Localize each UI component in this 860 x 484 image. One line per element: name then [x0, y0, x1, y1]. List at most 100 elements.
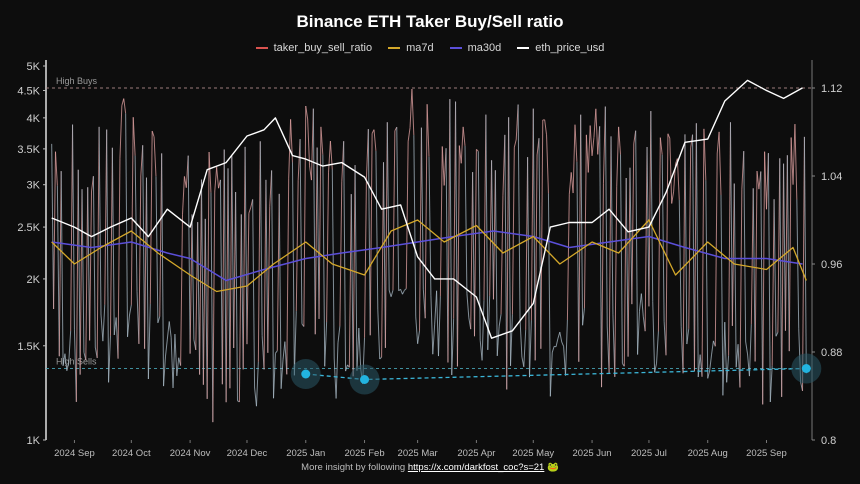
ratio-segment	[726, 355, 730, 383]
ratio-segment	[566, 194, 570, 321]
ratio-segment	[210, 192, 214, 423]
ratio-segment	[510, 314, 513, 366]
ratio-segment	[369, 133, 373, 336]
ratio-segment	[60, 171, 64, 366]
ratio-segment	[430, 295, 434, 355]
ratio-segment	[709, 354, 713, 372]
ratio-segment	[445, 148, 449, 363]
ratio-segment	[764, 151, 767, 210]
ratio-segment	[559, 331, 563, 343]
ratio-segment	[384, 122, 388, 348]
ratio-segment	[519, 318, 523, 358]
ratio-segment	[280, 359, 284, 389]
ratio-segment	[718, 131, 722, 196]
ratio-segment	[265, 179, 269, 353]
legend-swatch-ma7d	[388, 47, 401, 49]
ratio-segment	[784, 155, 788, 331]
left-tick-label: 4K	[27, 113, 41, 125]
legend-item-ma30d[interactable]: ma30d	[449, 42, 501, 54]
ratio-segment	[546, 134, 549, 194]
ratio-segment	[172, 334, 176, 388]
ratio-segment	[692, 134, 695, 372]
ratio-segment	[352, 165, 356, 377]
ratio-segment	[487, 295, 491, 350]
ratio-segment	[322, 154, 326, 367]
ratio-segment	[87, 187, 91, 341]
legend-item-ma7d[interactable]: ma7d	[388, 42, 434, 54]
ratio-segment	[659, 137, 663, 155]
ratio-segment	[743, 151, 747, 342]
ratio-segment	[174, 334, 178, 376]
ratio-segment	[255, 361, 259, 407]
ratio-segment	[96, 126, 100, 358]
ratio-segment	[578, 114, 582, 362]
x-tick-label: 2025 Jun	[573, 448, 612, 459]
ratio-segment	[252, 199, 256, 388]
ratio-segment	[130, 117, 134, 305]
ratio-segment	[214, 167, 218, 192]
ratio-segment	[263, 179, 267, 370]
ratio-segment	[132, 117, 136, 156]
footer-link[interactable]: https://x.com/darkfost_coc?s=21	[407, 462, 545, 473]
ratio-segment	[661, 154, 665, 322]
ratio-segment	[676, 158, 680, 200]
ratio-segment	[267, 206, 271, 353]
ratio-segment	[711, 340, 714, 355]
ratio-segment	[631, 143, 635, 305]
x-tick-label: 2025 Jan	[286, 448, 325, 459]
left-tick-label: 4.5K	[17, 85, 40, 97]
ratio-segment	[525, 157, 529, 330]
ratio-segment	[777, 158, 781, 333]
ratio-segment	[392, 130, 396, 291]
ratio-segment	[703, 128, 707, 181]
legend-item-price[interactable]: eth_price_usd	[517, 42, 604, 54]
ratio-segment	[460, 126, 464, 164]
right-tick-label: 0.96	[821, 259, 842, 271]
ratio-segment	[544, 119, 548, 135]
x-tick-label: 2025 Aug	[688, 448, 728, 459]
ratio-segment	[350, 194, 354, 377]
ratio-segment	[648, 111, 652, 307]
ratio-segment	[415, 316, 419, 344]
ratio-segment	[728, 122, 731, 356]
ratio-segment	[447, 99, 451, 363]
ratio-segment	[381, 162, 384, 358]
ratio-segment	[574, 124, 578, 162]
ratio-segment	[390, 290, 394, 297]
ratio-segment	[238, 214, 242, 402]
ratio-segment	[623, 177, 627, 367]
ratio-segment	[731, 183, 735, 326]
legend-item-ratio[interactable]: taker_buy_sell_ratio	[255, 42, 372, 54]
ratio-segment	[348, 194, 352, 368]
ratio-segment	[223, 149, 227, 403]
ratio-segment	[128, 304, 132, 316]
ratio-segment	[407, 127, 411, 142]
ratio-segment	[259, 141, 263, 336]
ratio-segment	[125, 113, 129, 337]
ratio-segment	[453, 101, 457, 319]
ratio-segment	[583, 134, 587, 309]
series-line-ma30d	[51, 230, 803, 282]
ratio-segment	[417, 330, 421, 344]
ratio-segment	[354, 165, 358, 371]
ratio-segment	[739, 189, 743, 388]
ratio-segment	[756, 170, 760, 190]
ratio-segment	[326, 172, 330, 322]
ratio-segment	[750, 188, 754, 325]
ratio-segment	[439, 146, 443, 297]
ratio-segment	[318, 126, 322, 319]
footer-text: More insight by following https://x.com/…	[0, 462, 860, 473]
ratio-segment	[483, 114, 487, 301]
ratio-segment	[54, 151, 58, 186]
ratio-segment	[618, 126, 621, 155]
ratio-segment	[779, 158, 783, 397]
ratio-segment	[693, 123, 697, 372]
ratio-segment	[216, 167, 220, 189]
ratio-segment	[608, 136, 612, 374]
ratio-segment	[411, 88, 415, 136]
ratio-segment	[593, 108, 597, 138]
ratio-segment	[168, 321, 172, 338]
series-line-ma7d	[51, 219, 807, 293]
ratio-segment	[491, 160, 494, 300]
